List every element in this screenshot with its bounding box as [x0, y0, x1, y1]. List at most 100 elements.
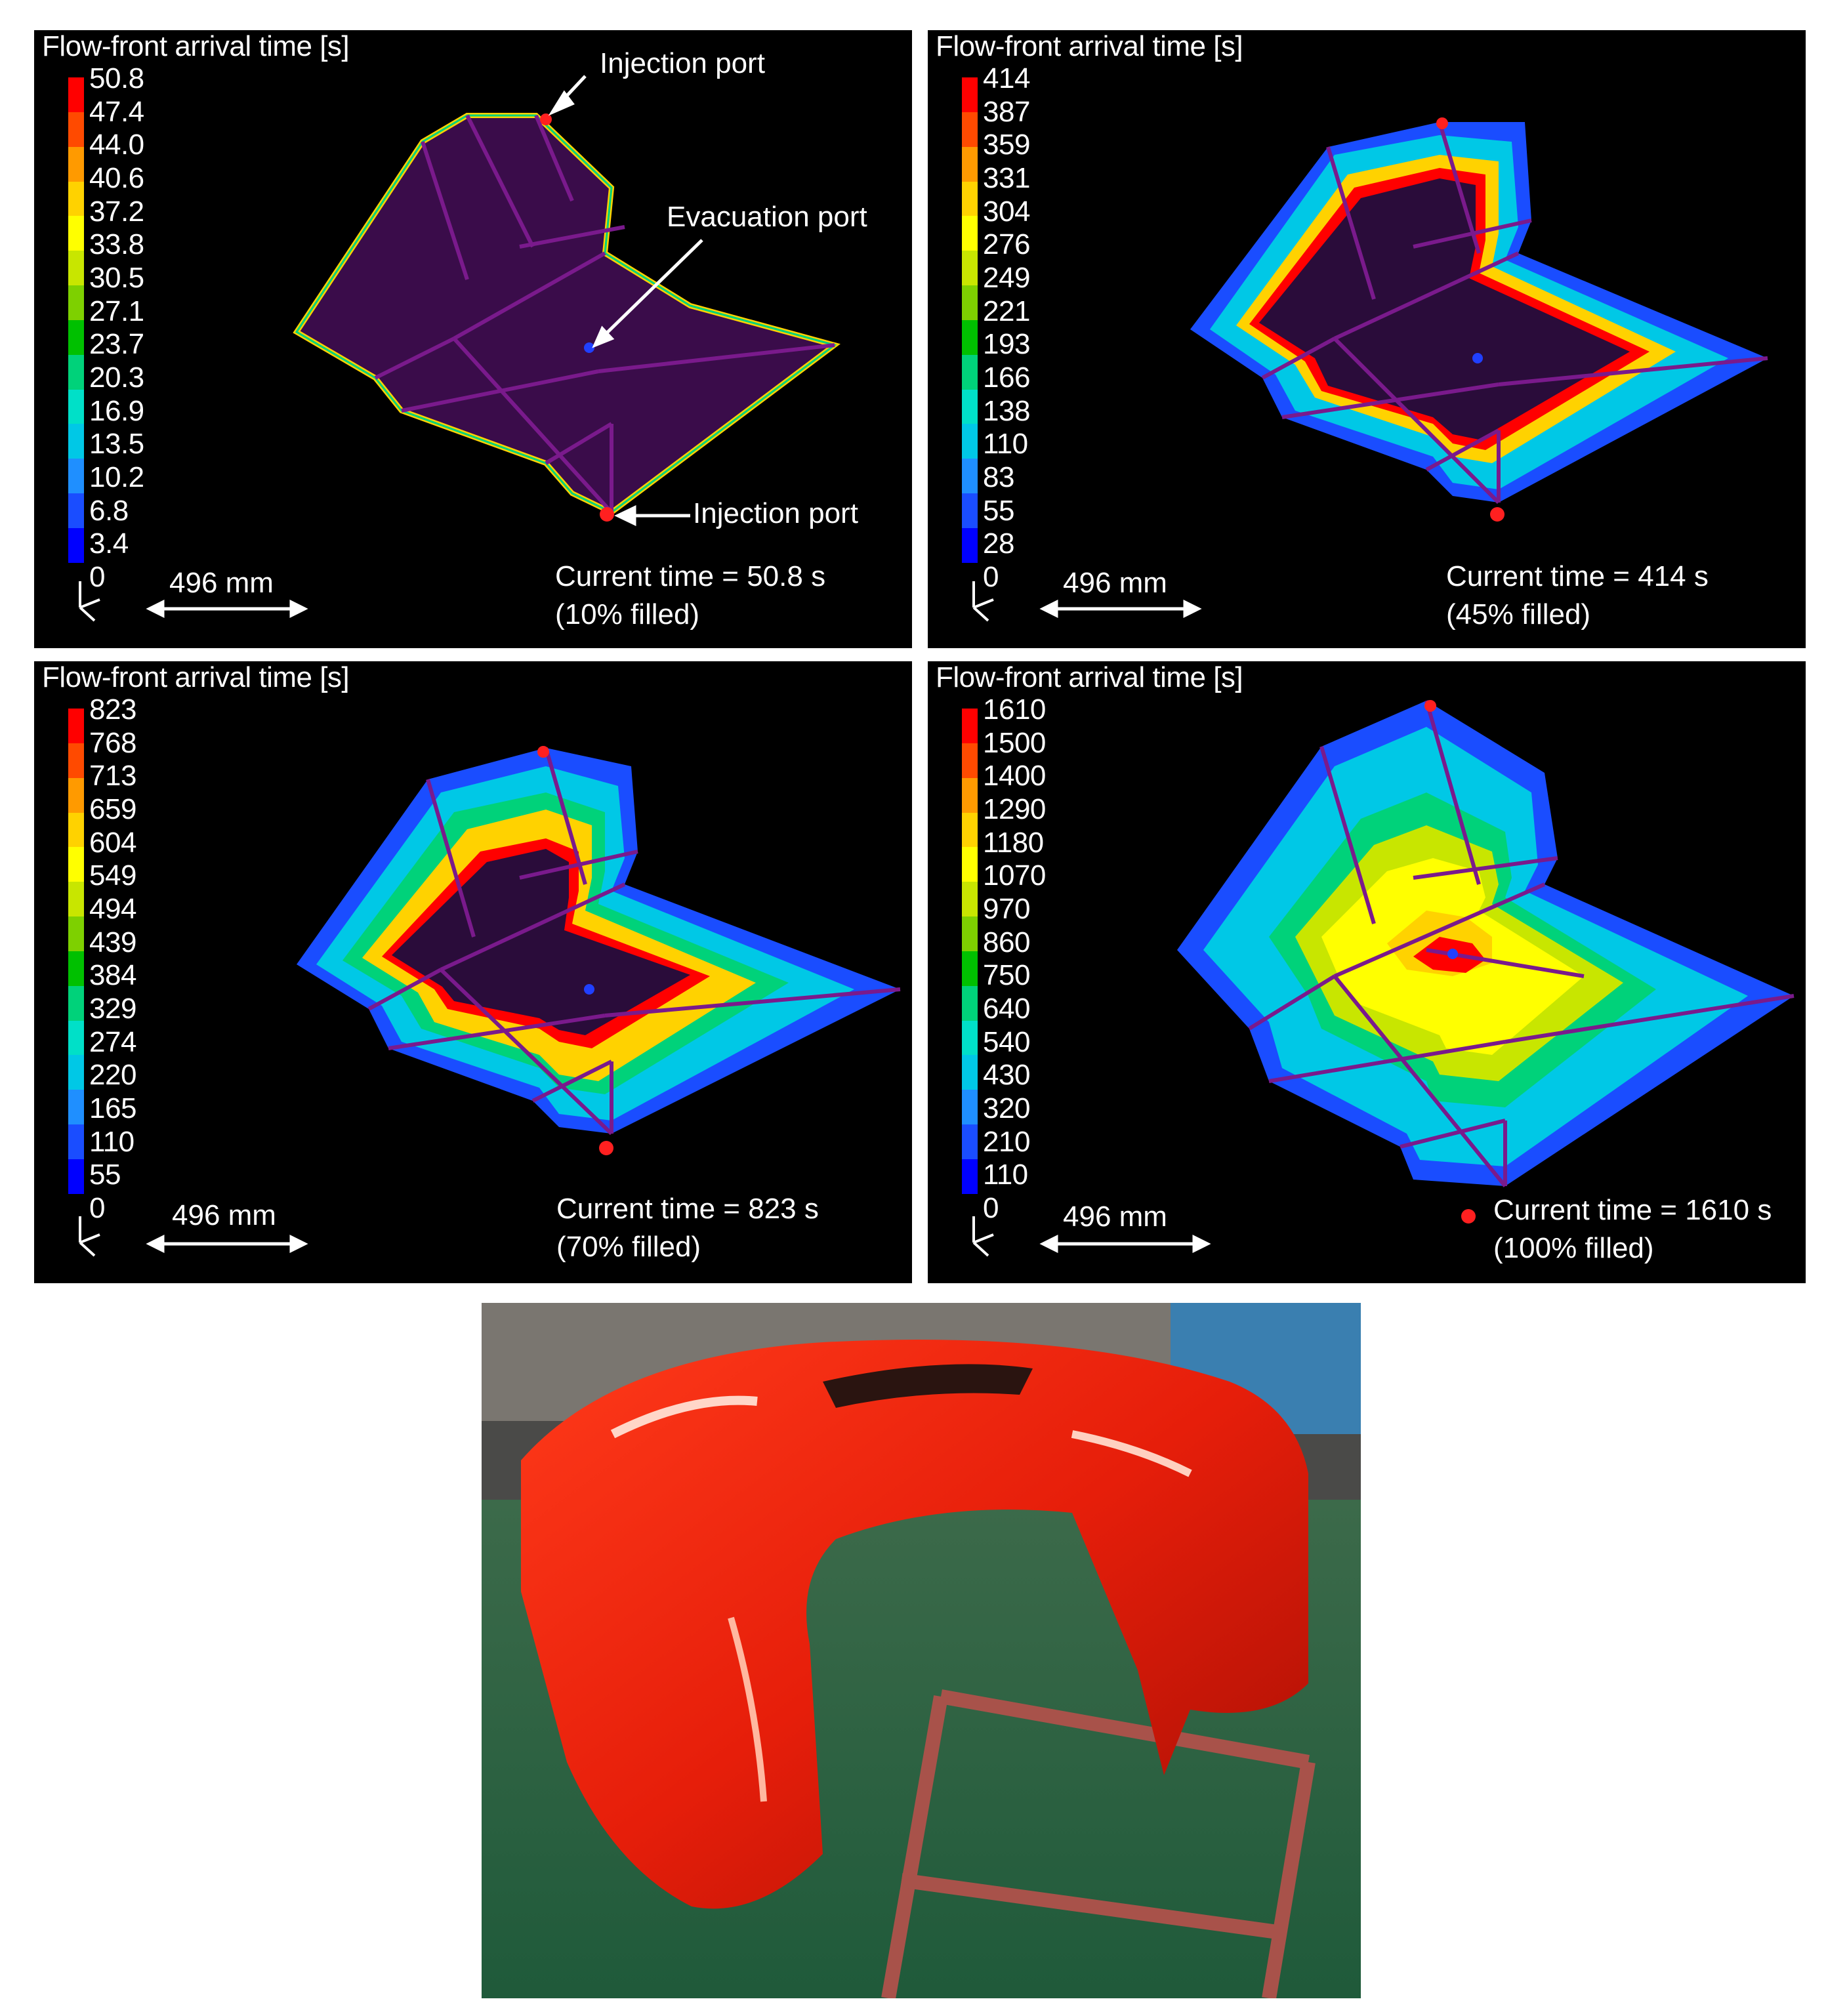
colorbar-band [68, 951, 84, 986]
simulation-panel-2: Flow-front arrival time [s] 414 387 359 … [928, 30, 1806, 648]
tick-label: 439 [89, 926, 136, 958]
tick-label: 713 [89, 760, 136, 792]
tick-label: 387 [983, 95, 1030, 128]
colorbar [68, 77, 84, 563]
tick-label: 860 [983, 926, 1030, 958]
colorbar-band [68, 319, 84, 355]
injection-port-bottom-marker [1461, 1209, 1476, 1224]
fill-percentage: (100% filled) [1493, 1232, 1654, 1264]
colorbar [962, 709, 978, 1194]
injection-port-top-marker [1424, 700, 1436, 712]
evacuation-port-marker [584, 342, 594, 353]
tick-label: 20.3 [89, 361, 144, 394]
colorbar-band [962, 847, 978, 882]
current-time-text: Current time = 414 s (45% filled) [1446, 558, 1709, 634]
colorbar-band [68, 743, 84, 778]
tick-label: 220 [89, 1059, 136, 1092]
tick-label: 0 [983, 1192, 999, 1224]
tick-label: 165 [89, 1092, 136, 1124]
axis-triad-icon [79, 581, 100, 622]
fill-percentage: (10% filled) [555, 598, 700, 630]
tick-label: 16.9 [89, 394, 144, 427]
current-time-value: Current time = 1610 s [1493, 1194, 1772, 1226]
tick-label: 23.7 [89, 328, 144, 361]
current-time-text: Current time = 1610 s (100% filled) [1493, 1191, 1772, 1267]
tick-label: 1610 [983, 693, 1046, 726]
tick-label: 1070 [983, 859, 1046, 892]
tick-label: 768 [89, 726, 136, 759]
tick-label: 494 [89, 893, 136, 925]
colorbar-band [962, 251, 978, 286]
colorbar-band [68, 1124, 84, 1159]
tick-label: 138 [983, 394, 1030, 427]
tick-label: 110 [983, 1159, 1028, 1191]
colorbar-band [962, 216, 978, 251]
colorbar [962, 77, 978, 563]
colorbar-band [962, 1055, 978, 1090]
injection-port-top-marker [540, 113, 552, 125]
evacuation-port-label: Evacuation port [667, 201, 867, 233]
colorbar-band [68, 709, 84, 743]
colorbar-band [962, 181, 978, 216]
part-mesh-drawing [79, 746, 901, 1257]
tick-label: 549 [89, 859, 136, 892]
current-time-value: Current time = 414 s [1446, 560, 1709, 592]
injection-port-top-marker [1436, 117, 1448, 129]
colorbar-band [68, 985, 84, 1021]
tick-label: 110 [89, 1125, 135, 1158]
colorbar-band [962, 882, 978, 917]
colorbar-band [68, 1055, 84, 1090]
colorbar-band [962, 146, 978, 182]
colorbar-band [68, 527, 84, 563]
tick-label: 1400 [983, 760, 1046, 792]
injection-port-bottom-label: Injection port [693, 497, 858, 529]
colorbar-band [962, 77, 978, 112]
tick-label: 110 [983, 428, 1028, 461]
colorbar-band [68, 216, 84, 251]
legend-title: Flow-front arrival time [s] [42, 30, 350, 62]
colorbar-band [68, 812, 84, 848]
tick-label: 33.8 [89, 228, 144, 261]
colorbar-band [962, 493, 978, 528]
tick-label: 750 [983, 959, 1030, 992]
colorbar-band [68, 112, 84, 147]
colorbar-band [962, 743, 978, 778]
tick-label: 604 [89, 826, 136, 859]
tick-label: 83 [983, 461, 1014, 493]
simulation-panel-1: Flow-front arrival time [s] 50.8 47.4 44… [34, 30, 912, 648]
tick-label: 0 [89, 561, 105, 593]
injection-port-top-marker [537, 746, 549, 758]
colorbar-band [68, 459, 84, 494]
legend-title: Flow-front arrival time [s] [42, 661, 350, 693]
injection-port-bottom-marker [1490, 507, 1505, 522]
simulation-panel-3: Flow-front arrival time [s] 823 768 713 … [34, 661, 912, 1283]
colorbar-band [68, 389, 84, 424]
tick-label: 249 [983, 262, 1030, 294]
tick-label: 166 [983, 361, 1030, 394]
axis-triad-icon [972, 1216, 994, 1257]
tick-label: 414 [983, 62, 1030, 94]
axis-triad-icon [972, 581, 994, 622]
colorbar-band [68, 1090, 84, 1125]
colorbar-band [962, 1020, 978, 1056]
tick-label: 0 [89, 1192, 105, 1224]
colorbar-band [68, 1020, 84, 1056]
tick-label: 47.4 [89, 95, 144, 128]
tick-label: 193 [983, 328, 1030, 361]
colorbar-band [962, 951, 978, 986]
tick-label: 3.4 [89, 527, 129, 560]
tick-label: 27.1 [89, 295, 144, 327]
colorbar-band [962, 319, 978, 355]
fill-percentage: (70% filled) [556, 1231, 701, 1263]
tick-label: 304 [983, 195, 1030, 228]
evacuation-port-marker [1447, 949, 1458, 959]
tick-label: 37.2 [89, 195, 144, 228]
tick-label: 10.2 [89, 461, 144, 493]
colorbar-band [68, 847, 84, 882]
tick-label: 1500 [983, 726, 1046, 759]
scale-bar-label: 496 mm [169, 567, 274, 599]
tick-label: 540 [983, 1025, 1030, 1058]
tick-label: 640 [983, 993, 1030, 1025]
colorbar-band [68, 777, 84, 813]
tick-label: 276 [983, 228, 1030, 261]
